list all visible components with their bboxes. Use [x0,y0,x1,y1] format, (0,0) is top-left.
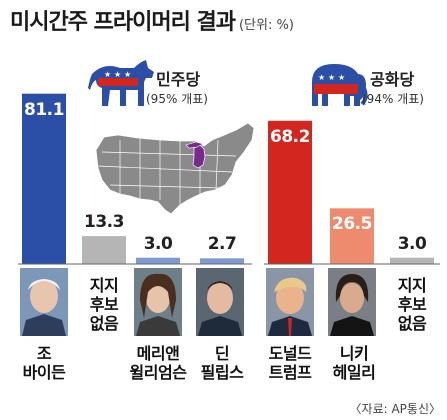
label-line: 바이든 [22,363,66,382]
label-line: 헤일리 [332,363,376,382]
photo-trump [266,268,314,336]
party-count-gop: (94% 개표) [362,92,424,106]
bar-dem-uncommitted [82,236,126,264]
value-label-phillips: 2.7 [207,234,237,255]
label-line: 도널드 [268,344,312,363]
label-line: 지지 [89,276,119,295]
label-line: 후보 [397,295,427,314]
donkey-icon: ★ ★ ★ [88,60,154,106]
photo-biden [20,268,68,336]
label-line: 없음 [89,314,119,333]
value-label-biden: 81.1 [24,99,64,120]
value-label-haley: 26.5 [332,214,372,235]
svg-text:★: ★ [124,70,131,79]
category-label-dem-uncommitted: 지지 후보 없음 [64,276,144,333]
label-line: 필립스 [200,363,244,382]
value-label-gop-uncommitted: 3.0 [397,233,427,254]
label-line: 트럼프 [268,363,312,382]
category-label-phillips: 딘 필립스 [182,344,262,382]
bar-gop-uncommitted [390,257,434,264]
label-line: 없음 [397,314,427,333]
label-line: 메리앤 [136,344,180,363]
title-text: 미시간주 프라이머리 결과 [10,10,236,35]
party-count-dem: (95% 개표) [146,92,208,106]
category-label-williamson: 메리앤 윌리엄슨 [118,344,198,382]
label-line: 후보 [89,295,119,314]
bar-biden [22,93,66,264]
label-line: 지지 [397,276,427,295]
svg-text:★: ★ [114,70,121,79]
page-title: 미시간주 프라이머리 결과 (단위: %) [10,4,294,36]
svg-text:★: ★ [328,73,335,82]
photo-williamson [134,268,182,336]
category-label-haley: 니키 헤일리 [314,344,394,382]
label-line: 조 [36,344,52,363]
photo-phillips [196,268,244,336]
bar-phillips [200,258,244,264]
category-label-trump: 도널드 트럼프 [250,344,330,382]
svg-text:★: ★ [104,70,111,79]
source-note: 〈자료: AP통신〉 [349,402,441,416]
label-line: 윌리엄슨 [129,363,187,382]
bar-haley [330,208,374,264]
photo-haley [328,268,376,336]
bar-trump [268,120,312,264]
michigan-shape [192,144,206,169]
unit-label: (단위: %) [238,18,294,33]
label-line: 딘 [214,344,230,363]
bar-williamson [136,257,180,264]
party-name-dem: 민주당 [156,70,201,89]
value-label-dem-uncommitted: 13.3 [84,212,124,233]
svg-text:★: ★ [318,73,325,82]
category-label-biden: 조 바이든 [4,344,84,382]
party-name-gop: 공화당 [370,70,415,89]
us-map-icon [95,122,255,215]
svg-text:★: ★ [338,73,345,82]
value-label-trump: 68.2 [270,126,310,147]
category-label-gop-uncommitted: 지지 후보 없음 [372,276,447,333]
elephant-icon: ★ ★ ★ [312,64,368,106]
value-label-williamson: 3.0 [143,233,173,254]
label-line: 니키 [339,344,369,363]
